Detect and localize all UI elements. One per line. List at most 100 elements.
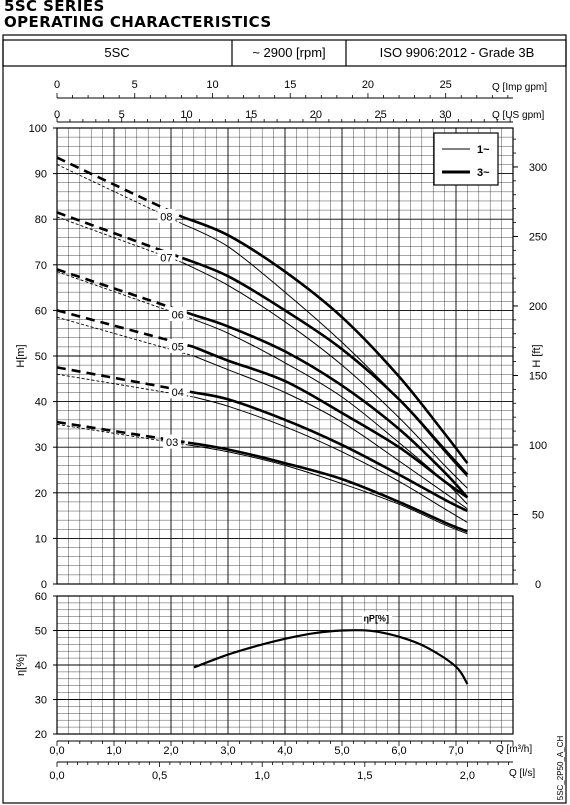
curve-label-bg (157, 249, 176, 264)
x-tick-label-imp-gpm: 25 (440, 79, 452, 91)
outer-frame (2, 34, 567, 804)
x-tick-label-m3h: 5,0 (334, 745, 349, 757)
head-curve-dashed-06-single-phase (56, 271, 194, 320)
head-curve-04-three-phase (193, 391, 468, 513)
x-tick-label-us-gpm: 5 (119, 109, 125, 121)
y-tick-label-head: 90 (35, 169, 47, 181)
y-tick-label-head: 50 (35, 351, 47, 363)
x-tick-label-m3h: 1,0 (106, 745, 121, 757)
head-curve-03-three-phase (187, 441, 468, 533)
y-axis-title-head: H[m] (15, 344, 27, 367)
series-title: 5SC SERIES (4, 0, 105, 15)
head-curve-08-single-phase (182, 223, 468, 478)
x-tick-label-imp-gpm: 20 (362, 79, 374, 91)
pump-model-label: 5SC (104, 45, 129, 60)
x-tick-label-ls: 2,0 (460, 770, 475, 782)
head-curve-dashed-05-single-phase (56, 316, 194, 357)
y-tick-label-efficiency: 50 (35, 626, 47, 638)
legend: 1~ 3~ (433, 132, 499, 186)
y2-tick-label-feet: 250 (529, 231, 547, 243)
x-tick-label-m3h: 7,0 (448, 745, 463, 757)
head-curve-dashed-08-three-phase (56, 156, 183, 219)
x-tick-label-imp-gpm: 10 (206, 79, 218, 91)
legend-label-single-phase: 1~ (477, 144, 490, 156)
curve-label-06: 06 (172, 309, 184, 321)
curve-label-05: 05 (172, 341, 184, 353)
curve-label-bg (163, 434, 182, 449)
y-tick-label-efficiency: 20 (35, 729, 47, 741)
y2-axis-title-feet: H [ft] (531, 344, 543, 367)
y-tick-label-head: 0 (41, 579, 47, 591)
legend-box (433, 132, 499, 186)
y2-tick-label-feet: 50 (532, 509, 544, 521)
head-curve-dashed-08-single-phase (56, 164, 183, 225)
curve-label-bg (168, 306, 187, 321)
x-tick-label-us-gpm: 25 (375, 109, 387, 121)
x-tick-label-m3h: 2,0 (163, 745, 178, 757)
section-title: OPERATING CHARACTERISTICS (4, 13, 272, 31)
legend-label-three-phase: 3~ (477, 167, 490, 179)
head-curve-05-three-phase (193, 345, 469, 499)
y-tick-label-efficiency: 30 (35, 695, 47, 707)
curve-label-bg (168, 384, 187, 399)
head-curve-04-single-phase (193, 396, 468, 523)
chart-code-label: 5SC_2P50_A_CH (556, 736, 565, 801)
y-tick-label-head: 30 (35, 442, 47, 454)
y2-tick-label-feet: 300 (529, 162, 547, 174)
y-tick-label-efficiency: 60 (35, 591, 47, 603)
efficiency-curve-label: ηP[%] (363, 613, 389, 623)
x-tick-label-us-gpm: 20 (310, 109, 322, 121)
head-curve-08-three-phase (181, 215, 469, 464)
info-bar-box (2, 39, 567, 67)
y-tick-label-efficiency: 40 (35, 660, 47, 672)
y2-tick-label-feet: 150 (529, 370, 547, 382)
x-tick-label-imp-gpm: 0 (54, 79, 60, 91)
curve-label-bg (168, 338, 187, 353)
y-tick-label-head: 20 (35, 488, 47, 500)
x-tick-label-imp-gpm: 5 (132, 79, 138, 91)
x-axis-title-m3h: Q [m³/h] (496, 744, 532, 755)
head-curve-03-single-phase (188, 444, 468, 535)
curve-label-bg (157, 208, 176, 223)
x-axis-title-us-gpm: Q [US gpm] (492, 110, 544, 121)
curve-label-07: 07 (160, 252, 172, 264)
head-curve-07-three-phase (181, 256, 469, 476)
x-axis-title-imp-gpm: Q [Imp gpm] (492, 82, 547, 93)
x-tick-label-m3h: 0,0 (49, 745, 64, 757)
speed-label: ~ 2900 [rpm] (252, 45, 325, 60)
head-curve-dashed-07-single-phase (56, 216, 183, 263)
head-curve-05-single-phase (193, 355, 468, 510)
curve-label-08: 08 (160, 211, 172, 223)
efficiency-label-bg (362, 611, 393, 624)
y2-tick-label-feet: 200 (529, 301, 547, 313)
x-tick-label-m3h: 4,0 (277, 745, 292, 757)
y-tick-label-head: 80 (35, 214, 47, 226)
y-axis-title-efficiency: η[%] (15, 654, 27, 676)
x-axis-title-ls: Q [l/s] (509, 768, 535, 779)
x-tick-label-us-gpm: 10 (180, 109, 192, 121)
head-curve-dashed-04-single-phase (56, 373, 194, 398)
x-tick-label-ls: 0,0 (49, 770, 64, 782)
y-tick-label-head: 100 (29, 123, 47, 135)
y-tick-label-head: 10 (35, 533, 47, 545)
x-tick-label-imp-gpm: 15 (284, 79, 296, 91)
head-curve-07-single-phase (182, 262, 468, 489)
x-tick-label-ls: 1,0 (255, 770, 270, 782)
efficiency-curve (193, 629, 469, 685)
y-tick-label-head: 40 (35, 397, 47, 409)
y-tick-label-head: 70 (35, 260, 47, 272)
x-tick-label-us-gpm: 0 (54, 109, 60, 121)
curve-label-04: 04 (172, 387, 184, 399)
curve-label-03: 03 (166, 437, 178, 449)
x-tick-label-us-gpm: 15 (245, 109, 257, 121)
x-tick-label-us-gpm: 30 (439, 109, 451, 121)
standard-label: ISO 9906:2012 - Grade 3B (380, 45, 535, 60)
y2-tick-label-feet: 100 (529, 440, 547, 452)
y2-tick-label-feet: 0 (535, 579, 541, 591)
x-tick-label-m3h: 3,0 (220, 745, 235, 757)
x-tick-label-ls: 0,5 (152, 770, 167, 782)
x-tick-label-m3h: 6,0 (391, 745, 406, 757)
x-tick-label-ls: 1,5 (357, 770, 372, 782)
head-curve-06-three-phase (193, 313, 469, 499)
